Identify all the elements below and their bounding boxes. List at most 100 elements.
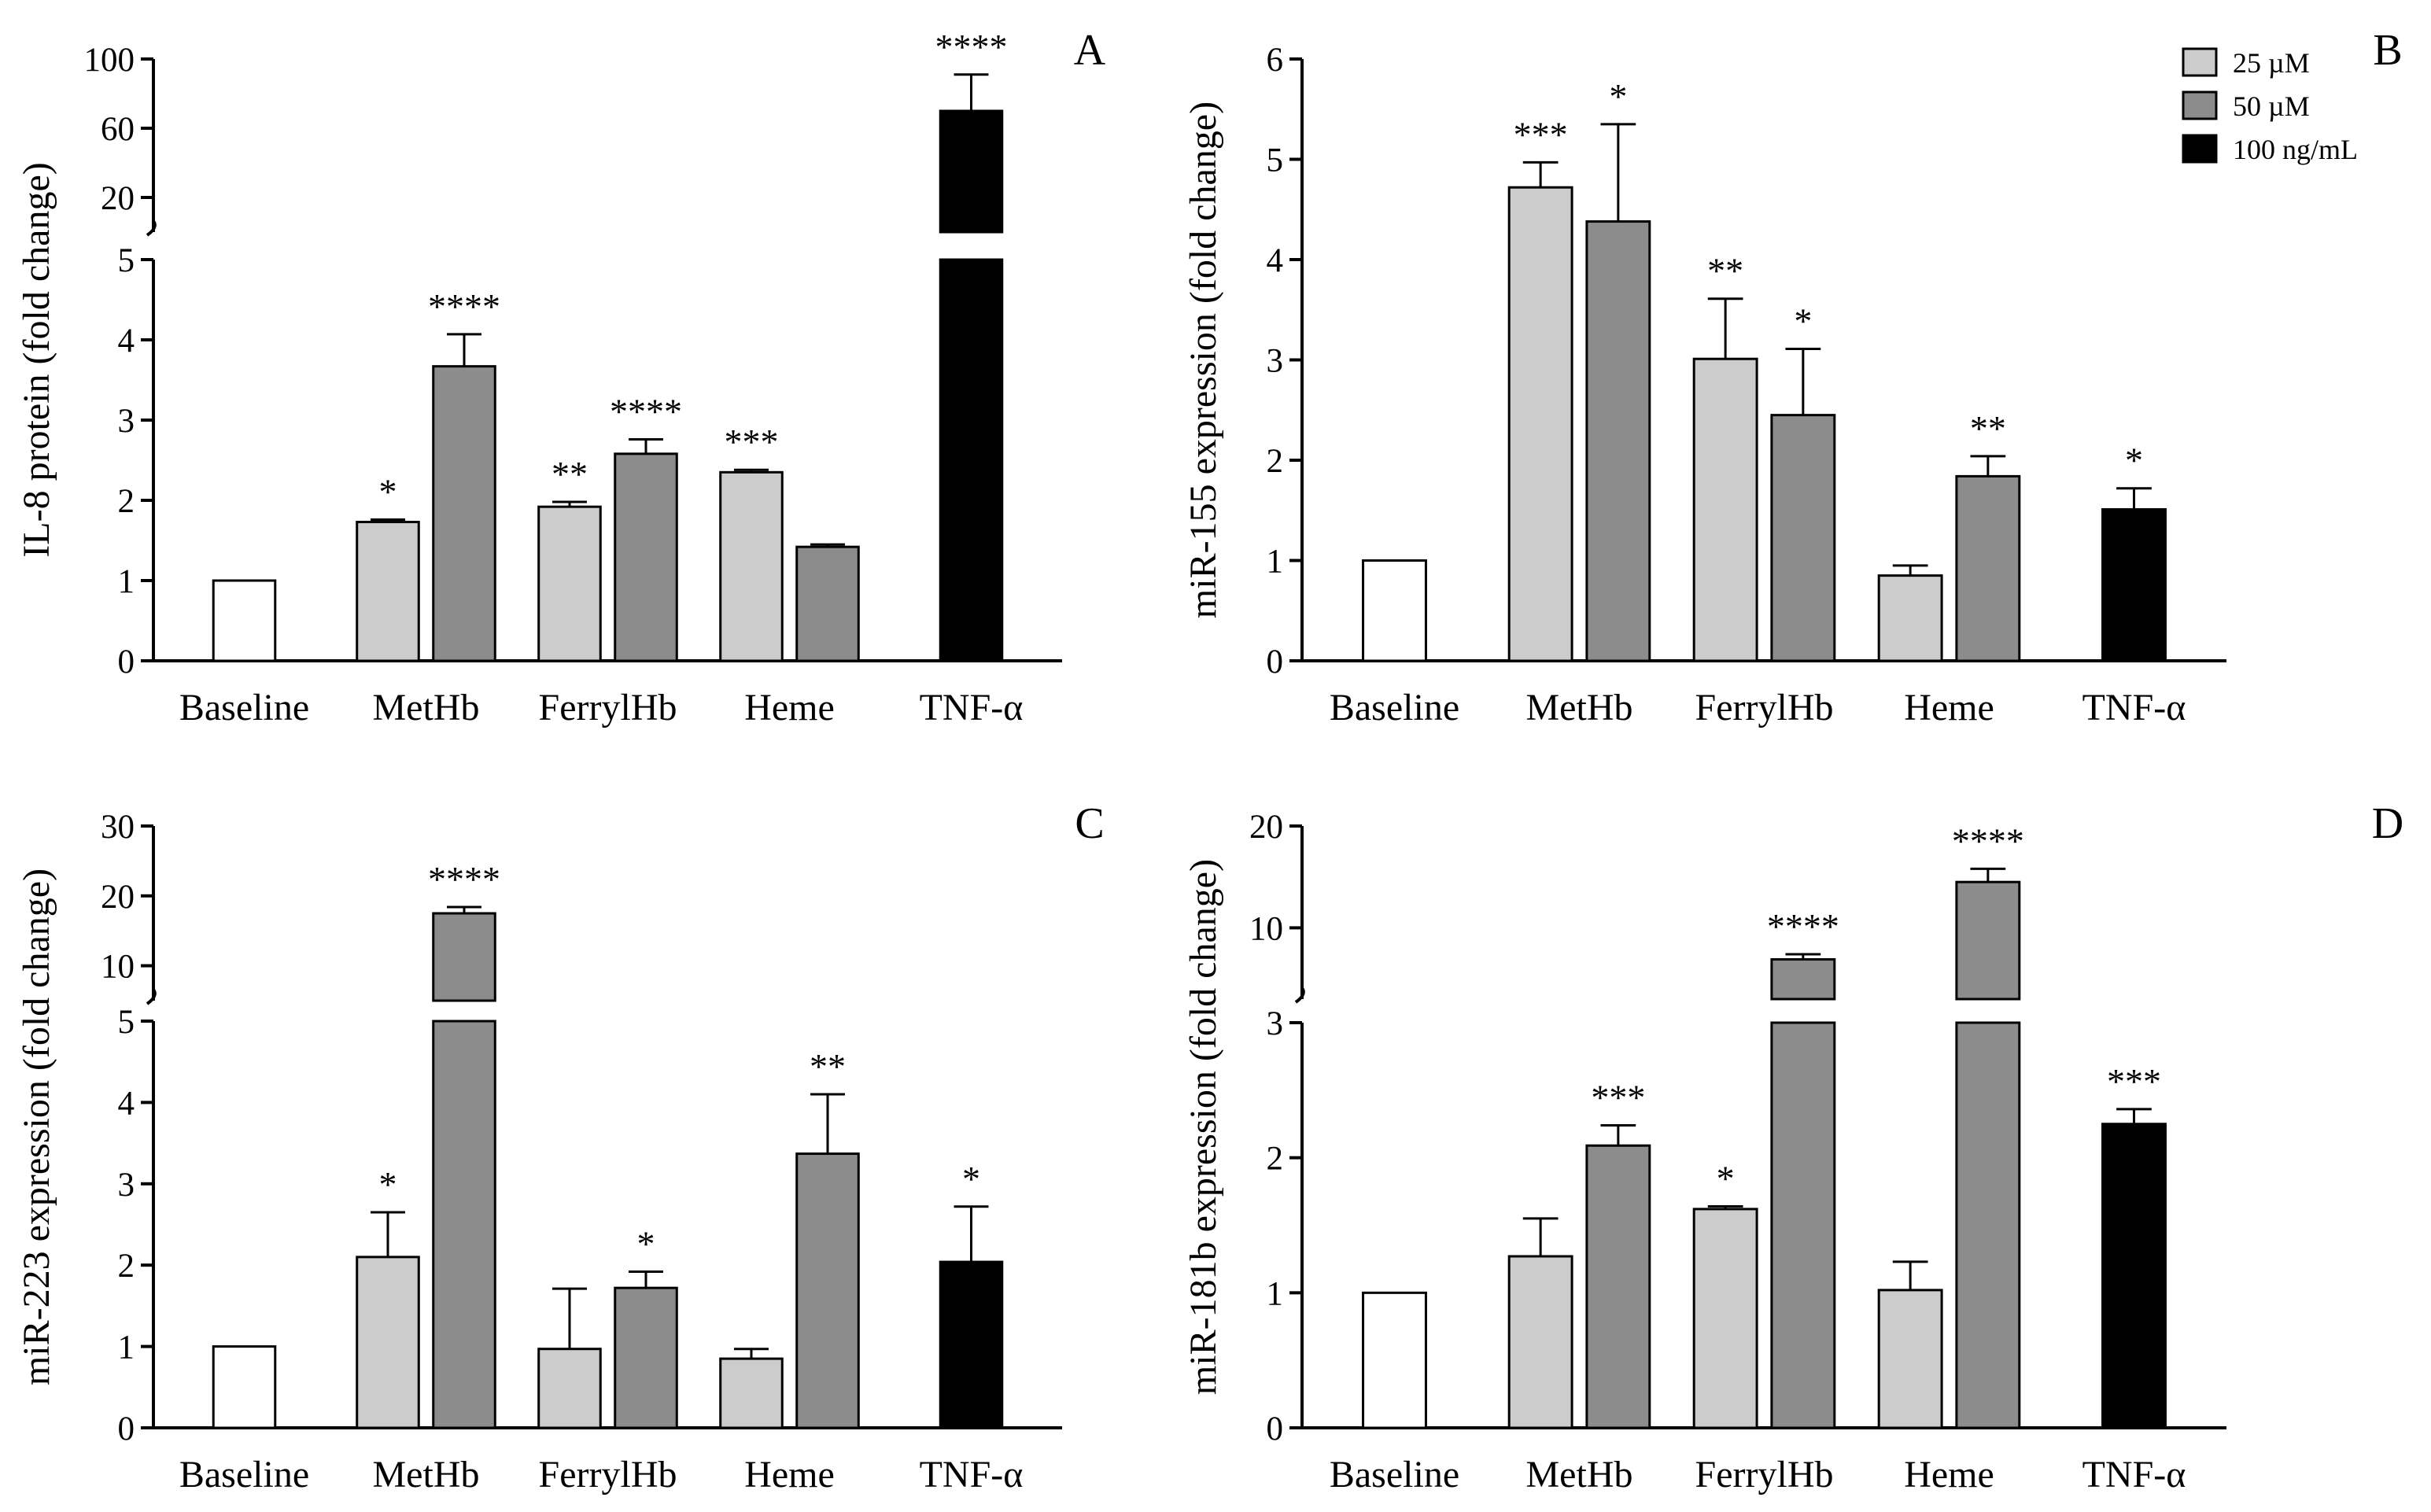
chart-panel-b: 0 1 2 3 4 5 6 miR-155 expression (fold change) B… [1182,26,2403,728]
x-category-label: MetHb [373,1454,480,1495]
y-tick-label: 1 [118,563,135,600]
x-category-label: TNF-α [920,1454,1024,1495]
x-category-label: FerrylHb [1695,687,1834,728]
y-axis-label: miR-181b expression (fold change) [1182,859,1224,1395]
y-tick-label: 0 [118,644,135,680]
panel-letter: A [1074,26,1106,75]
y-tick-label: 30 [101,809,135,846]
panel-letter: D [2372,799,2403,848]
bar-heme-50m [795,1152,860,1429]
x-category-label: Heme [744,1454,835,1495]
y-tick-label: 60 [101,111,135,148]
bar-heme-50m [795,545,860,662]
legend-label: 100 ng/mL [2233,134,2358,165]
x-category-label: MetHb [1526,1454,1633,1495]
significance-label: **** [428,286,500,326]
significance-label: * [1717,1158,1735,1198]
y-tick-label: 2 [1267,443,1284,480]
bar-methb-50m-upper [432,912,496,1002]
bar-baseline-baseline [212,1345,277,1429]
y-tick-label: 3 [1267,1005,1284,1042]
x-category-label: TNF-α [2082,687,2186,728]
significance-label: *** [1591,1077,1645,1117]
bar-tnf-100ngml [939,1260,1004,1429]
y-tick-label: 6 [1267,42,1284,79]
significance-label: * [637,1223,655,1263]
y-tick-label: 20 [101,180,135,217]
bar-ferrylhb-50m-upper [1770,958,1836,1001]
y-tick-label: 10 [101,949,135,986]
bar-ferrylhb-25m [537,1348,602,1429]
chart-panel-d: 0 1 2 3 10 20 miR-181b expression (fold change… [1182,799,2403,1495]
y-axis-label: IL-8 protein (fold change) [16,162,57,557]
significance-label: **** [1767,906,1839,946]
bar-methb-50m [432,365,496,662]
y-tick-label: 3 [1267,343,1284,380]
y-tick-label: 2 [118,1248,135,1285]
bar-heme-25m [719,1357,784,1429]
legend-label: 25 µM [2233,47,2310,79]
bar-heme-25m [719,470,784,662]
x-category-label: MetHb [373,687,480,728]
axis-break-mark [146,219,157,237]
y-tick-label: 0 [118,1411,135,1447]
significance-label: * [378,1164,397,1204]
significance-label: **** [1952,821,2024,861]
y-axis-label: miR-223 expression (fold change) [16,868,57,1385]
x-category-label: Baseline [1330,1454,1459,1495]
y-tick-label: 0 [1267,1411,1284,1447]
y-tick-label: 20 [101,879,135,916]
y-tick-label: 4 [118,1085,135,1122]
legend: 25 µM 50 µM 100 ng/mL [2182,47,2358,165]
bar-ferrylhb-25m [1692,1208,1758,1429]
bar-baseline-baseline [1362,559,1427,662]
bar-methb-25m [356,1256,420,1429]
chart-panel-c: 0 1 2 3 4 5 10 20 30 miR-223 expression (fold cha… [16,799,1105,1495]
y-tick-label: 10 [1249,910,1283,947]
y-tick-label: 3 [118,403,135,440]
significance-label: ** [551,454,588,494]
bar-methb-50m-lower [432,1020,496,1429]
y-tick-label: 20 [1249,809,1283,846]
legend-label: 50 µM [2233,90,2310,122]
x-category-label: Baseline [179,687,309,728]
y-tick-label: 5 [118,242,135,279]
bar-ferrylhb-25m [1692,357,1758,662]
bar-tnf-100ngml [2101,1123,2167,1429]
axis-break-mark [146,988,157,1005]
y-tick-label: 1 [1267,1275,1284,1312]
bar-methb-25m [1507,186,1573,662]
y-tick-label: 1 [118,1329,135,1366]
y-tick-label: 100 [84,42,135,79]
bar-ferrylhb-50m [614,452,678,662]
bar-methb-25m [1507,1255,1573,1429]
significance-label: **** [428,859,500,899]
y-tick-label: 3 [118,1167,135,1204]
x-category-label: TNF-α [920,687,1024,728]
bar-baseline-baseline [1362,1291,1427,1429]
significance-label: *** [724,422,778,462]
y-tick-label: 0 [1267,644,1284,680]
legend-swatch [2182,134,2218,164]
bar-tnf-100ngml-lower [939,258,1004,662]
x-category-label: Baseline [179,1454,309,1495]
x-category-label: Heme [1904,1454,1994,1495]
bar-ferrylhb-50m-lower [1770,1021,1836,1429]
panel-letter: B [2373,26,2402,75]
panel-letter: C [1075,799,1104,848]
bar-ferrylhb-50m [614,1286,678,1429]
bar-methb-50m [1585,1144,1651,1429]
significance-label: ** [1707,251,1743,291]
y-tick-label: 5 [1267,142,1284,179]
x-category-label: Heme [1904,687,1994,728]
x-category-label: FerrylHb [1695,1454,1834,1495]
bar-methb-50m [1585,220,1651,662]
y-tick-label: 2 [118,483,135,520]
x-category-label: TNF-α [2082,1454,2186,1495]
significance-label: * [962,1159,980,1199]
significance-label: * [1794,301,1812,341]
significance-label: * [378,471,397,511]
y-tick-label: 4 [118,323,135,360]
x-category-label: Baseline [1330,687,1459,728]
